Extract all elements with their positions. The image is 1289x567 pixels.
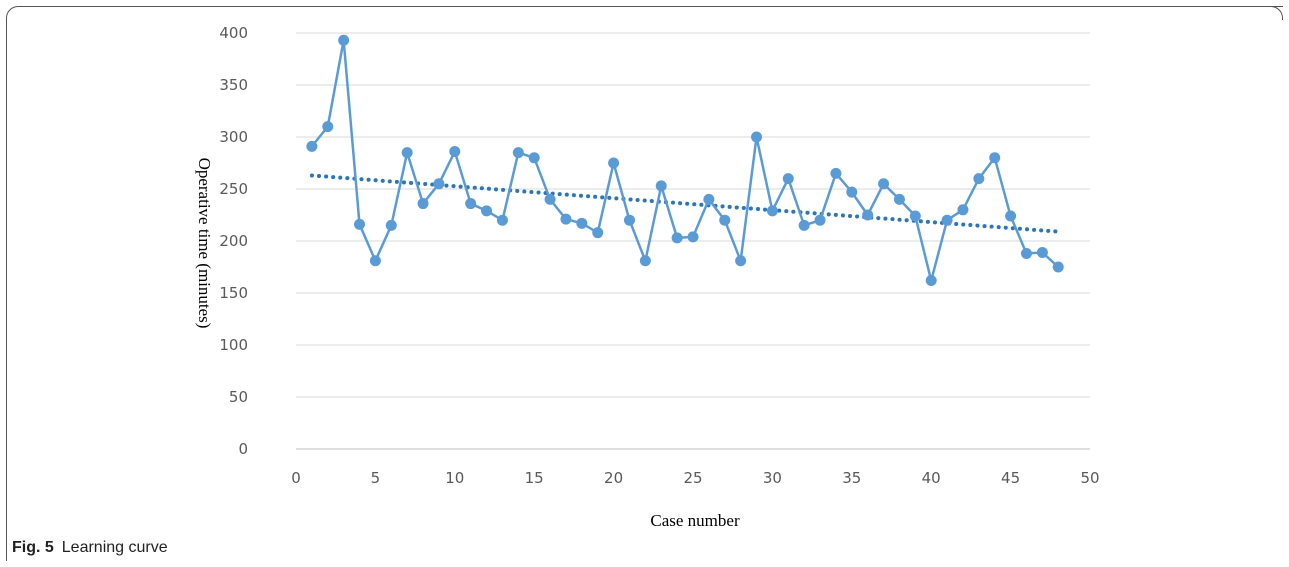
data-point bbox=[909, 210, 921, 222]
data-point bbox=[465, 198, 477, 210]
x-tick-label: 35 bbox=[842, 469, 861, 487]
data-point bbox=[846, 186, 858, 198]
data-point bbox=[306, 140, 318, 152]
y-tick-label: 150 bbox=[219, 284, 248, 302]
data-point bbox=[687, 231, 699, 243]
data-point bbox=[1020, 247, 1032, 259]
trendline bbox=[309, 173, 1061, 234]
data-point bbox=[671, 232, 683, 244]
data-point bbox=[925, 275, 937, 287]
data-point bbox=[512, 147, 524, 159]
data-point bbox=[893, 193, 905, 205]
data-point bbox=[354, 218, 366, 230]
data-point bbox=[957, 204, 969, 216]
data-point bbox=[941, 214, 953, 226]
x-tick-label: 45 bbox=[1001, 469, 1020, 487]
x-tick-label: 30 bbox=[763, 469, 782, 487]
data-point bbox=[623, 214, 635, 226]
data-point bbox=[322, 121, 334, 133]
data-point bbox=[751, 131, 763, 143]
data-point bbox=[862, 209, 874, 221]
data-point bbox=[608, 157, 620, 169]
y-tick-label: 200 bbox=[219, 232, 248, 250]
data-point bbox=[798, 219, 810, 231]
data-point bbox=[1052, 261, 1064, 273]
series-line-0 bbox=[310, 39, 1060, 282]
data-point bbox=[560, 213, 572, 225]
data-point bbox=[528, 152, 540, 164]
data-point bbox=[1036, 246, 1048, 258]
caption-text: Learning curve bbox=[61, 539, 168, 556]
data-point bbox=[401, 147, 413, 159]
x-tick-label: 50 bbox=[1080, 469, 1099, 487]
data-point bbox=[449, 146, 461, 158]
x-tick-label: 40 bbox=[922, 469, 941, 487]
data-point bbox=[703, 193, 715, 205]
data-point bbox=[735, 255, 747, 267]
y-tick-label: 300 bbox=[219, 128, 248, 146]
data-point bbox=[830, 167, 842, 179]
data-point bbox=[973, 173, 985, 185]
grid-lines bbox=[296, 32, 1090, 450]
data-point bbox=[782, 173, 794, 185]
x-tick-labels: 0 5 10 15 20 25 30 35 40 45 50 bbox=[291, 469, 1099, 487]
data-point bbox=[481, 205, 493, 217]
data-point bbox=[544, 193, 556, 205]
data-point bbox=[1005, 210, 1017, 222]
y-tick-labels: 0 50 100 150 200 250 300 350 400 bbox=[219, 24, 248, 458]
series-group bbox=[306, 34, 1064, 287]
x-tick-label: 15 bbox=[525, 469, 544, 487]
data-point bbox=[338, 34, 350, 46]
x-axis-title: Case number bbox=[650, 511, 740, 530]
x-tick-label: 0 bbox=[291, 469, 301, 487]
x-tick-label: 25 bbox=[683, 469, 702, 487]
data-point bbox=[385, 219, 397, 231]
data-point bbox=[417, 198, 429, 210]
figure-frame bbox=[6, 6, 1283, 561]
figure-label: Fig. 5 bbox=[12, 539, 54, 556]
data-point bbox=[369, 255, 381, 267]
data-point bbox=[639, 255, 651, 267]
data-point bbox=[878, 178, 890, 190]
data-point bbox=[433, 178, 445, 190]
x-tick-label: 20 bbox=[604, 469, 623, 487]
y-tick-label: 400 bbox=[219, 24, 248, 42]
data-point bbox=[766, 205, 778, 217]
data-point bbox=[655, 180, 667, 192]
x-tick-label: 10 bbox=[445, 469, 464, 487]
figure-caption: Fig. 5 Learning curve bbox=[12, 539, 168, 557]
x-tick-label: 5 bbox=[371, 469, 381, 487]
y-tick-label: 100 bbox=[219, 336, 248, 354]
data-point bbox=[576, 217, 588, 229]
trendline-group bbox=[309, 173, 1061, 234]
data-point bbox=[814, 214, 826, 226]
y-tick-label: 0 bbox=[238, 440, 248, 458]
y-tick-label: 250 bbox=[219, 180, 248, 198]
data-point bbox=[989, 152, 1001, 164]
data-point bbox=[496, 214, 508, 226]
data-point bbox=[592, 227, 604, 239]
y-tick-label: 350 bbox=[219, 76, 248, 94]
y-tick-label: 50 bbox=[229, 388, 248, 406]
data-point bbox=[719, 214, 731, 226]
y-axis-title: Operative time (minutes) bbox=[195, 158, 214, 329]
